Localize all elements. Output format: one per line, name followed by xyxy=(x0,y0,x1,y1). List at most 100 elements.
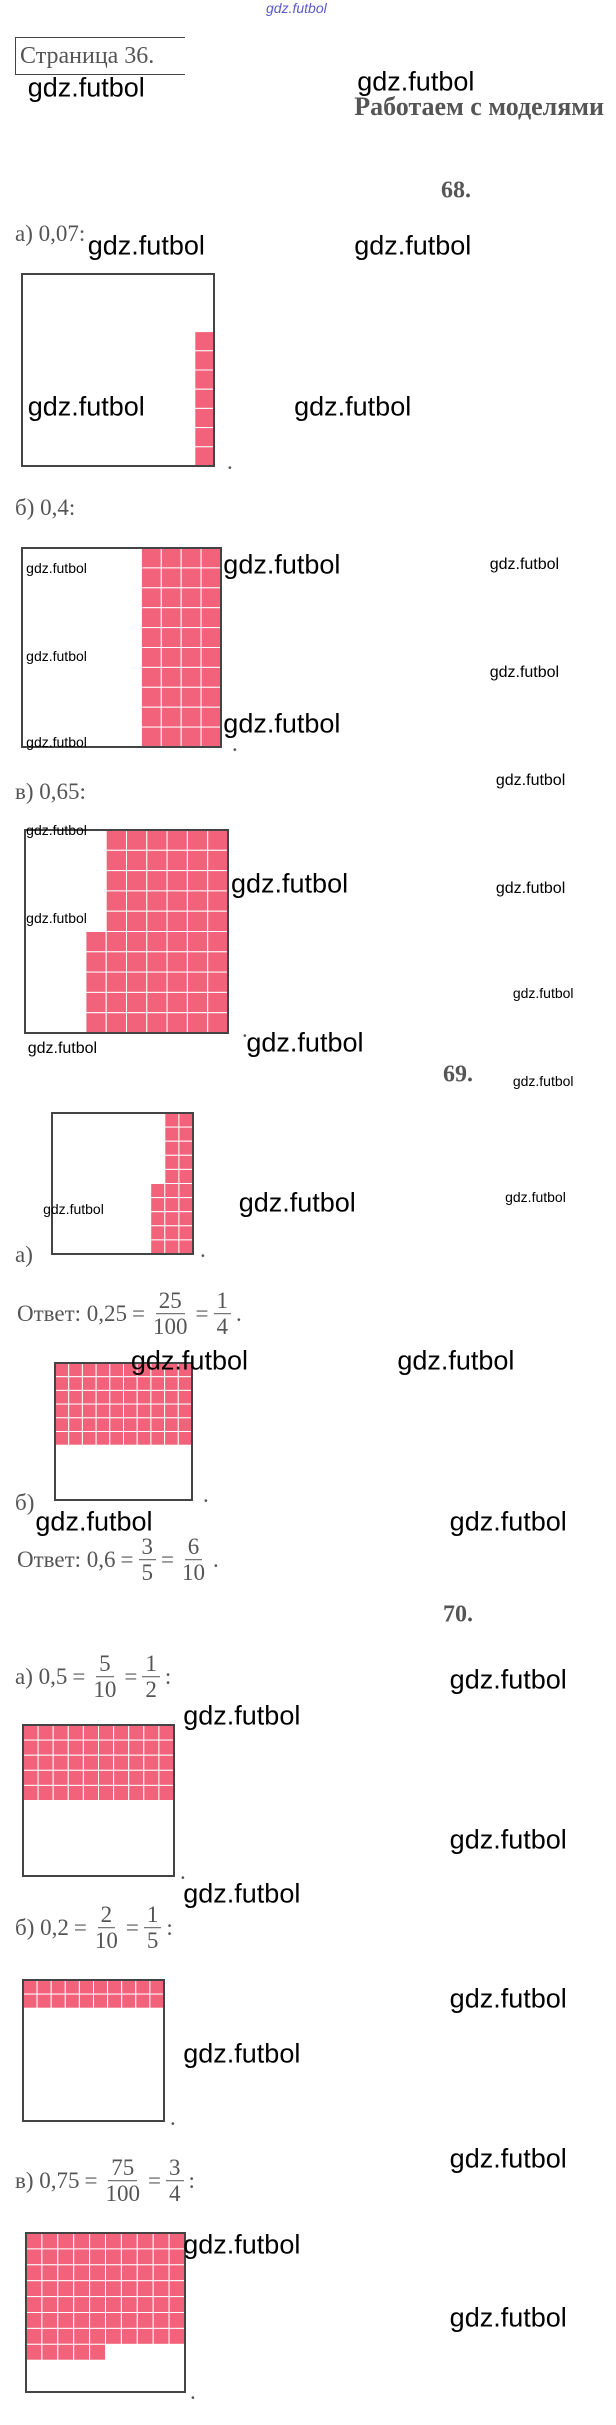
task-number: 68. xyxy=(441,177,471,204)
square xyxy=(24,829,229,1034)
cell xyxy=(123,1389,138,1405)
cell xyxy=(136,2232,154,2250)
eq-text: Ответ: 0,25 xyxy=(17,1301,128,1326)
cell xyxy=(113,1769,130,1786)
cell xyxy=(54,1403,70,1419)
cell xyxy=(25,2312,43,2329)
cell xyxy=(150,1376,166,1391)
cell xyxy=(57,2248,75,2266)
cell xyxy=(136,2312,154,2329)
cell xyxy=(180,627,202,648)
cell xyxy=(93,1979,109,1995)
cell xyxy=(73,2343,91,2361)
cell xyxy=(22,1739,39,1756)
cell xyxy=(68,1431,83,1446)
watermark: gdz.futbol xyxy=(26,734,87,751)
cell xyxy=(143,1724,160,1741)
numerator: 1 xyxy=(143,1902,162,1929)
cell xyxy=(109,1362,125,1378)
cell xyxy=(152,2264,170,2282)
cell xyxy=(140,607,162,629)
watermark: gdz.futbol xyxy=(246,1027,364,1058)
cell xyxy=(186,931,209,953)
cell xyxy=(166,951,188,973)
cell xyxy=(140,686,162,708)
eq-text: Ответ: 0,6 xyxy=(17,1547,116,1572)
numerator: 1 xyxy=(142,1651,160,1678)
cell xyxy=(146,951,168,973)
cell xyxy=(54,1362,70,1378)
cell xyxy=(207,849,229,872)
cell xyxy=(121,1979,137,1995)
cell xyxy=(57,2343,75,2361)
cell xyxy=(207,931,229,953)
eq-text: б) 0,2 xyxy=(15,1915,69,1940)
equation: а) 0,5 = 5 10 = 1 2: xyxy=(15,1651,176,1703)
cell xyxy=(180,706,202,728)
cell xyxy=(52,1724,69,1741)
cell xyxy=(207,870,229,892)
watermark: gdz.futbol xyxy=(357,66,475,97)
cell xyxy=(160,627,182,648)
square xyxy=(22,1979,165,2122)
eq-text: = xyxy=(195,1301,209,1326)
cell xyxy=(113,1784,130,1802)
cell xyxy=(168,2264,186,2282)
cell xyxy=(150,1403,166,1419)
cell xyxy=(73,2327,91,2345)
cell xyxy=(105,829,127,851)
cell xyxy=(105,2264,122,2282)
cell xyxy=(135,1979,151,1995)
eq-text: = xyxy=(73,1915,87,1940)
cell xyxy=(150,1431,166,1446)
cell xyxy=(85,971,107,993)
eq-text: : xyxy=(166,1915,173,1940)
cell xyxy=(22,1769,39,1786)
cell xyxy=(207,1012,229,1034)
cell xyxy=(68,1417,83,1433)
cell xyxy=(128,1769,145,1786)
cell xyxy=(177,1389,193,1405)
watermark: gdz.futbol xyxy=(27,72,145,103)
cell xyxy=(68,1389,83,1405)
cell xyxy=(25,2264,43,2282)
denominator: 2 xyxy=(145,1677,157,1703)
cell xyxy=(105,849,127,872)
cell xyxy=(105,2248,122,2266)
dot: . xyxy=(200,1237,206,1262)
eq-text: = xyxy=(125,1915,139,1940)
cell xyxy=(25,2296,43,2314)
cell xyxy=(160,686,182,708)
cell xyxy=(37,1724,54,1741)
cell xyxy=(178,1197,194,1213)
watermark: gdz.futbol xyxy=(130,1345,248,1376)
cell xyxy=(126,931,148,953)
cell xyxy=(146,971,168,993)
eq-text: = xyxy=(132,1301,146,1326)
cell xyxy=(41,2248,59,2266)
cell xyxy=(160,547,182,569)
cell xyxy=(81,1389,97,1405)
cell xyxy=(194,369,215,390)
cell xyxy=(180,547,202,569)
cell xyxy=(78,1993,95,2009)
cell xyxy=(164,1403,179,1419)
cell xyxy=(178,1112,194,1128)
cell xyxy=(166,829,188,851)
cell xyxy=(89,2343,106,2361)
cell xyxy=(41,2296,59,2314)
cell xyxy=(152,2232,170,2250)
denominator: 100 xyxy=(153,1314,188,1340)
cell xyxy=(143,1769,160,1786)
cell xyxy=(98,1724,115,1741)
watermark: gdz.futbol xyxy=(183,1700,301,1731)
cell xyxy=(140,567,162,589)
cell xyxy=(25,2232,43,2250)
cell xyxy=(158,1739,175,1756)
cell xyxy=(85,1012,107,1034)
dot: . xyxy=(190,2379,196,2404)
cell xyxy=(177,1376,193,1391)
dot: . xyxy=(232,731,238,756)
cell xyxy=(109,1376,125,1391)
equation: б) 0,4: xyxy=(15,495,80,521)
